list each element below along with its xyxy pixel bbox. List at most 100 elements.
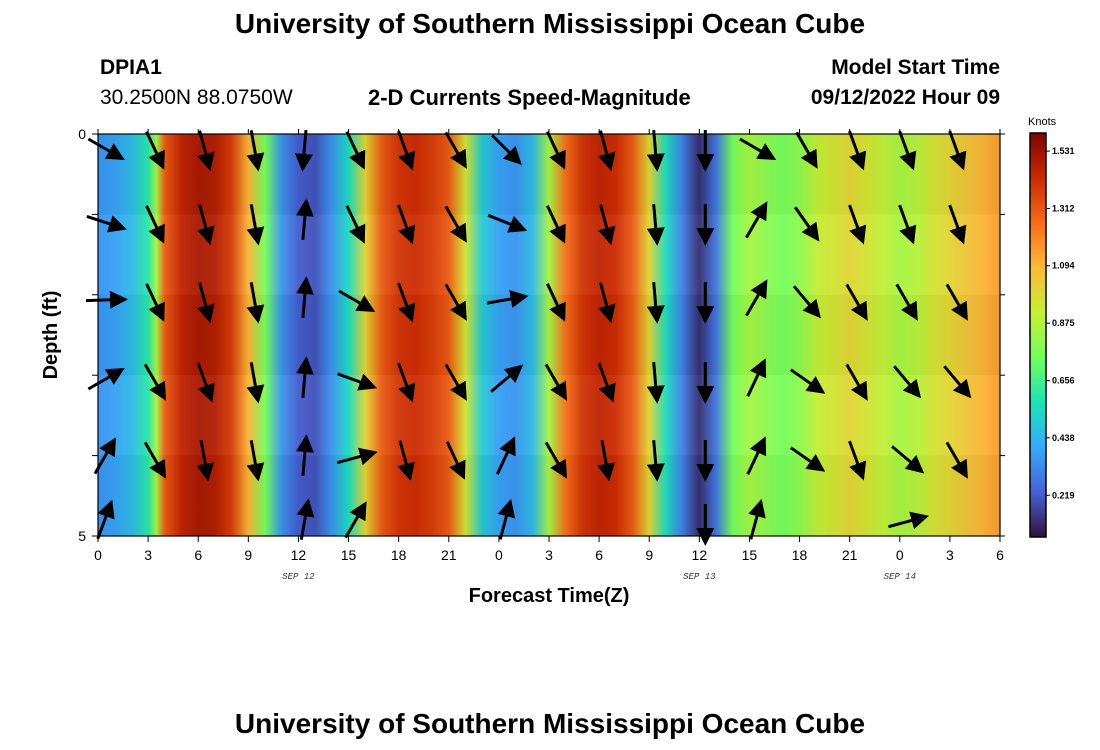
x-tick-label: 9 [645, 547, 653, 563]
current-arrow [295, 276, 314, 319]
current-arrow [295, 198, 314, 241]
current-arrow [246, 130, 265, 172]
current-arrow [487, 213, 528, 233]
current-arrow [445, 441, 466, 480]
current-arrow [848, 130, 867, 171]
current-arrow [143, 441, 167, 479]
current-arrow [85, 290, 128, 309]
current-arrow [295, 434, 314, 477]
current-arrow [246, 282, 265, 324]
current-arrow [96, 499, 115, 540]
current-arrow [898, 130, 917, 171]
current-arrow [444, 205, 467, 243]
current-arrow [444, 131, 467, 169]
current-arrow [397, 130, 416, 171]
current-arrow [495, 436, 516, 475]
x-tick-label: 0 [896, 547, 904, 563]
station-id: DPIA1 [100, 56, 162, 79]
current-arrow [793, 206, 820, 242]
current-arrow [337, 372, 378, 391]
colorbar-tick-label: 1.312 [1052, 204, 1075, 214]
current-arrow [745, 201, 768, 239]
model-start-value: 09/12/2022 Hour 09 [810, 86, 1000, 109]
current-arrow [646, 361, 665, 404]
current-arrow [748, 498, 766, 540]
current-arrow [598, 204, 616, 246]
current-arrow [145, 283, 165, 322]
x-tick-label: 6 [595, 547, 603, 563]
current-arrow [197, 130, 215, 172]
current-arrow [646, 203, 665, 246]
current-arrow [246, 204, 265, 246]
heatmap-layer-0 [98, 134, 1000, 215]
colorbar-tick-label: 0.219 [1052, 490, 1075, 500]
current-arrow [945, 283, 968, 321]
colorbar-tick-label: 0.438 [1052, 433, 1075, 443]
current-arrow [345, 131, 366, 170]
heatmap-layer-shade-2 [98, 295, 1000, 375]
x-tick-label: 21 [842, 547, 858, 563]
current-arrow [845, 283, 868, 321]
current-arrow [294, 129, 313, 172]
current-arrows [85, 129, 972, 546]
x-axis: 0 3 6 9 12 15 18 21 0 3 6 9 12 15 18 21 0 3 6 SEP 12 SEP 13 S… [94, 129, 1004, 582]
x-tick-label: 12 [291, 547, 307, 563]
heatmap-layer-shade-1 [98, 214, 1000, 295]
x-tick-label: 3 [144, 547, 152, 563]
y-axis-label: Depth (ft) [40, 291, 62, 380]
current-arrow [646, 439, 665, 482]
current-arrow [491, 134, 522, 165]
current-arrow [197, 282, 215, 324]
chart-title: 2-D Currents Speed-Magnitude [368, 85, 691, 110]
x-tick-label: 0 [94, 547, 102, 563]
current-arrow [848, 440, 867, 481]
y-axis: 05 [78, 126, 1005, 544]
x-date-label: SEP 12 [282, 572, 315, 582]
current-arrow [888, 511, 929, 530]
current-arrow [546, 205, 566, 244]
current-arrow [845, 363, 868, 401]
current-arrow [789, 446, 826, 472]
colorbar-scale [1029, 132, 1047, 538]
colorbar-tick-label: 1.531 [1052, 146, 1075, 156]
current-arrow [345, 205, 366, 244]
current-arrow [597, 440, 615, 482]
x-tick-label: 18 [391, 547, 407, 563]
current-arrow [486, 290, 529, 308]
current-arrow [196, 440, 215, 482]
current-arrow [848, 204, 867, 245]
heatmap-bands [98, 134, 1000, 537]
current-arrow [296, 498, 315, 540]
current-arrow [497, 498, 516, 540]
current-arrow [490, 364, 524, 393]
current-arrow [546, 131, 566, 170]
current-arrow [145, 205, 165, 244]
current-arrow [338, 289, 376, 313]
current-arrow [597, 362, 616, 403]
current-arrow [745, 279, 768, 317]
x-date-label: SEP 14 [884, 572, 916, 582]
x-tick-label: 3 [946, 547, 954, 563]
page-title-secondary: University of Southern Mississippi Ocean… [234, 708, 866, 739]
current-arrow [246, 440, 265, 482]
x-tick-label: 15 [742, 547, 758, 563]
x-tick-label: 6 [194, 547, 202, 563]
colorbar: Knots 1.531 1.312 1.094 0.875 0.656 0.438 0.219 [1028, 116, 1075, 538]
current-arrow [948, 130, 967, 171]
x-tick-label: 21 [441, 547, 457, 563]
current-arrow [87, 137, 125, 160]
current-arrow [544, 441, 567, 479]
current-arrow [444, 283, 467, 321]
current-arrow [945, 441, 968, 479]
current-arrow [895, 283, 918, 321]
heatmap-layer-shade-0 [98, 134, 1000, 214]
y-tick-label: 0 [78, 126, 86, 142]
current-arrow [789, 368, 826, 394]
current-arrow [197, 204, 215, 246]
current-arrow [598, 130, 616, 172]
current-arrow [795, 131, 818, 169]
current-arrow [397, 362, 416, 403]
current-arrow [397, 440, 415, 482]
current-arrow [891, 445, 925, 474]
